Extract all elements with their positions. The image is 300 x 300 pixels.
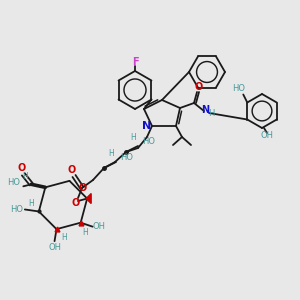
Text: HO: HO <box>142 136 155 146</box>
Polygon shape <box>86 194 91 203</box>
Text: OH: OH <box>48 243 61 252</box>
Text: H: H <box>22 172 28 181</box>
Text: HO: HO <box>7 178 20 187</box>
Text: HO: HO <box>11 205 23 214</box>
Text: H: H <box>28 199 34 208</box>
Text: H: H <box>130 134 136 142</box>
Text: OH: OH <box>260 131 274 140</box>
Text: H: H <box>62 232 68 242</box>
Text: O: O <box>17 163 26 173</box>
Text: O: O <box>68 165 76 175</box>
Text: OH: OH <box>92 222 105 231</box>
Text: HO: HO <box>120 152 133 161</box>
Text: H: H <box>208 110 214 118</box>
Text: H: H <box>82 228 88 237</box>
Text: O: O <box>72 198 80 208</box>
Text: HO: HO <box>232 84 245 93</box>
Text: F: F <box>132 57 138 67</box>
Text: O: O <box>195 82 203 92</box>
Text: N: N <box>201 105 209 115</box>
Text: H: H <box>108 149 114 158</box>
Text: N: N <box>142 121 152 131</box>
Text: O: O <box>78 183 86 193</box>
